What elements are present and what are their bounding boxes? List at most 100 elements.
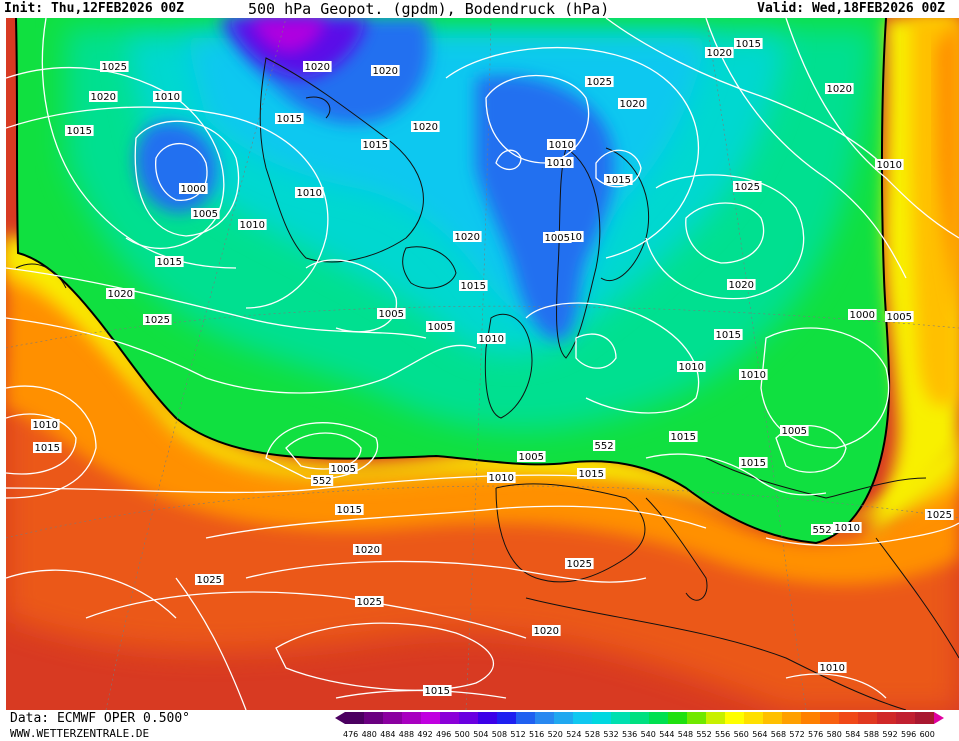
svg-text:1010: 1010 — [155, 92, 180, 103]
isobar-label: 552 — [311, 475, 334, 487]
svg-text:1015: 1015 — [716, 330, 741, 341]
svg-text:1005: 1005 — [887, 312, 912, 323]
isobar-label: 1005 — [426, 321, 455, 333]
scale-tick-label: 488 — [399, 730, 414, 739]
footer-bar: Data: ECMWF OPER 0.500° WWW.WETTERZENTRA… — [0, 710, 959, 741]
svg-text:1020: 1020 — [373, 66, 398, 77]
scale-swatch — [896, 712, 915, 724]
scale-swatch — [440, 712, 459, 724]
svg-text:1020: 1020 — [707, 48, 732, 59]
scale-swatch — [649, 712, 668, 724]
svg-text:1015: 1015 — [579, 469, 604, 480]
svg-text:1015: 1015 — [671, 432, 696, 443]
svg-text:1025: 1025 — [735, 182, 760, 193]
scale-tick-label: 596 — [901, 730, 916, 739]
scale-swatch — [801, 712, 820, 724]
scale-tick-label: 552 — [696, 730, 711, 739]
scale-swatch — [364, 712, 383, 724]
svg-text:1010: 1010 — [489, 473, 514, 484]
svg-text:1020: 1020 — [534, 626, 559, 637]
scale-tick-label: 536 — [622, 730, 637, 739]
isobar-label: 1010 — [677, 361, 706, 373]
scale-swatch — [877, 712, 896, 724]
svg-text:1025: 1025 — [197, 575, 222, 586]
isobar-label: 1005 — [377, 308, 406, 320]
scale-tick-label: 484 — [380, 730, 395, 739]
svg-text:1015: 1015 — [157, 257, 182, 268]
svg-text:1020: 1020 — [91, 92, 116, 103]
scale-tick-label: 588 — [864, 730, 879, 739]
isobar-label: 1010 — [545, 157, 574, 169]
scale-swatch — [345, 712, 364, 724]
svg-text:1010: 1010 — [679, 362, 704, 373]
contour-552 — [15, 18, 891, 545]
isobar-label: 1015 — [155, 256, 184, 268]
scale-tick-label: 580 — [827, 730, 842, 739]
svg-text:1015: 1015 — [606, 175, 631, 186]
isobar-label: 1015 — [423, 685, 452, 697]
isobar-label: 1015 — [739, 457, 768, 469]
isobar-label: 1015 — [33, 442, 62, 454]
scale-tick-label: 548 — [678, 730, 693, 739]
scale-tick-label: 476 — [343, 730, 358, 739]
isobar-label: 1025 — [565, 558, 594, 570]
svg-text:552: 552 — [813, 525, 832, 536]
scale-swatch — [383, 712, 402, 724]
website-url: WWW.WETTERZENTRALE.DE — [10, 727, 150, 740]
svg-text:1020: 1020 — [355, 545, 380, 556]
scale-tick-label: 560 — [734, 730, 749, 739]
svg-text:1025: 1025 — [102, 62, 127, 73]
scale-tick-label: 532 — [603, 730, 618, 739]
isobar-label: 1020 — [453, 231, 482, 243]
weather-map: 1025 1020 1015 1010 1020 1020 1015 1015 1020 1000… — [6, 18, 959, 710]
svg-text:1025: 1025 — [567, 559, 592, 570]
scale-swatch — [668, 712, 687, 724]
isobar-label: 1010 — [31, 419, 60, 431]
map-canvas: 1025 1020 1015 1010 1020 1020 1015 1015 1020 1000… — [6, 18, 959, 710]
coastlines — [15, 57, 959, 710]
svg-text:1000: 1000 — [850, 310, 875, 321]
isobar-label: 1025 — [195, 574, 224, 586]
scale-tick-label: 528 — [585, 730, 600, 739]
isobar-label: 1020 — [411, 121, 440, 133]
isobar-label: 1025 — [733, 181, 762, 193]
isobar-label: 1020 — [727, 279, 756, 291]
isobar-label: 1010 — [818, 662, 847, 674]
scale-tick-label: 540 — [641, 730, 656, 739]
isobar-label: 1010 — [153, 91, 182, 103]
valid-time: Valid: Wed,18FEB2026 00Z — [757, 1, 945, 16]
isobar-label: 1010 — [547, 139, 576, 151]
scale-tick-label: 492 — [417, 730, 432, 739]
svg-text:1005: 1005 — [519, 452, 544, 463]
isobar-label: 1010 — [295, 187, 324, 199]
svg-text:1010: 1010 — [479, 334, 504, 345]
scale-tick-label: 508 — [492, 730, 507, 739]
scale-swatch — [459, 712, 478, 724]
isobar-label: 1005 — [885, 311, 914, 323]
scale-tick-label: 520 — [548, 730, 563, 739]
svg-text:1010: 1010 — [835, 523, 860, 534]
scale-tick-label: 524 — [566, 730, 581, 739]
color-scale: 476 480 484 488 492 496 500 504 508 512 516 520 524 5… — [335, 712, 944, 739]
svg-text:1005: 1005 — [545, 233, 570, 244]
isobar-label: 1015 — [459, 280, 488, 292]
svg-text:1025: 1025 — [927, 510, 952, 521]
svg-text:1005: 1005 — [193, 209, 218, 220]
isobar-label: 1025 — [143, 314, 172, 326]
isobar-label: 1000 — [848, 309, 877, 321]
header-bar: Init: Thu,12FEB2026 00Z 500 hPa Geopot. … — [0, 0, 959, 18]
scale-tick-label: 600 — [920, 730, 935, 739]
isobar-label: 1010 — [238, 219, 267, 231]
scale-swatch — [782, 712, 801, 724]
svg-text:1010: 1010 — [877, 160, 902, 171]
isobar-label: 1015 — [335, 504, 364, 516]
init-time: Init: Thu,12FEB2026 00Z — [4, 1, 185, 16]
isobar-labels: 1025 1020 1015 1010 1020 1020 1015 1015 1020 1000… — [31, 38, 954, 697]
isobar-label: 1020 — [532, 625, 561, 637]
isobar-label: 1020 — [371, 65, 400, 77]
scale-swatch — [516, 712, 535, 724]
isobar-label: 1005 — [517, 451, 546, 463]
scale-swatch — [497, 712, 516, 724]
svg-text:1025: 1025 — [145, 315, 170, 326]
scale-tick-label: 516 — [529, 730, 544, 739]
